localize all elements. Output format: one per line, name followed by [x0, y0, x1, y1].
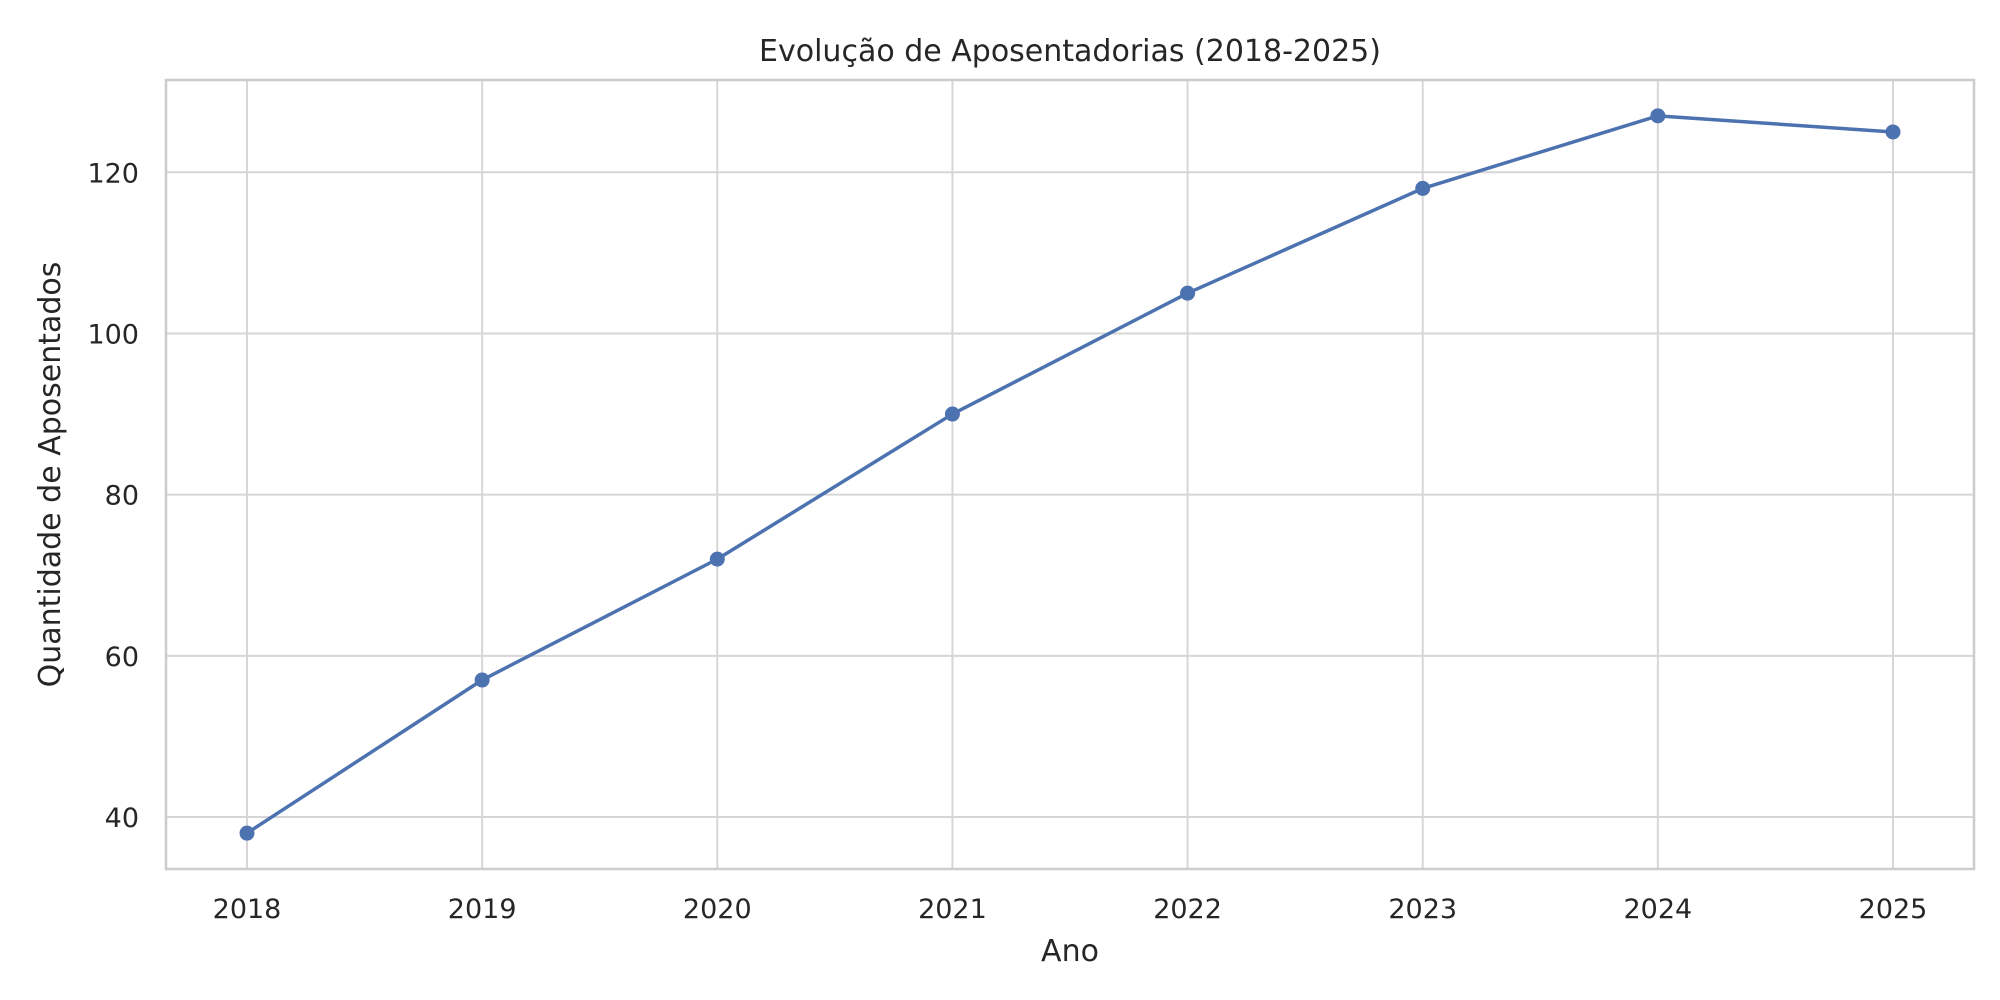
- x-tick-label: 2024: [1623, 894, 1692, 925]
- data-point: [1415, 180, 1431, 196]
- data-point: [944, 406, 960, 422]
- x-tick-label: 2022: [1153, 894, 1222, 925]
- chart-title: Evolução de Aposentadorias (2018-2025): [759, 34, 1381, 69]
- x-tick-label: 2025: [1859, 894, 1928, 925]
- x-axis-ticks: 2018 2019 2020 2021 2022 2023 2024 2025: [213, 894, 1928, 925]
- data-point: [1180, 285, 1196, 301]
- data-point: [709, 551, 725, 567]
- y-tick-label: 40: [105, 803, 139, 834]
- data-point: [1885, 124, 1901, 140]
- y-tick-label: 80: [105, 481, 139, 512]
- x-tick-label: 2018: [213, 894, 282, 925]
- data-point: [474, 672, 490, 688]
- x-tick-label: 2021: [918, 894, 987, 925]
- y-axis-label: Quantidade de Aposentados: [33, 262, 68, 688]
- x-tick-label: 2023: [1388, 894, 1457, 925]
- series-layer: [239, 108, 1901, 841]
- y-axis-ticks: 40 60 80 100 120: [87, 158, 139, 834]
- y-tick-label: 100: [87, 319, 139, 350]
- y-tick-label: 60: [105, 642, 139, 673]
- data-point: [239, 825, 255, 841]
- x-tick-label: 2019: [448, 894, 517, 925]
- series-line: [245, 114, 1895, 835]
- x-tick-label: 2020: [683, 894, 752, 925]
- y-tick-label: 120: [87, 158, 139, 189]
- x-axis-label: Ano: [1041, 934, 1099, 969]
- grid: [166, 80, 1974, 869]
- plot-area: [164, 78, 1976, 871]
- data-point: [1650, 108, 1666, 124]
